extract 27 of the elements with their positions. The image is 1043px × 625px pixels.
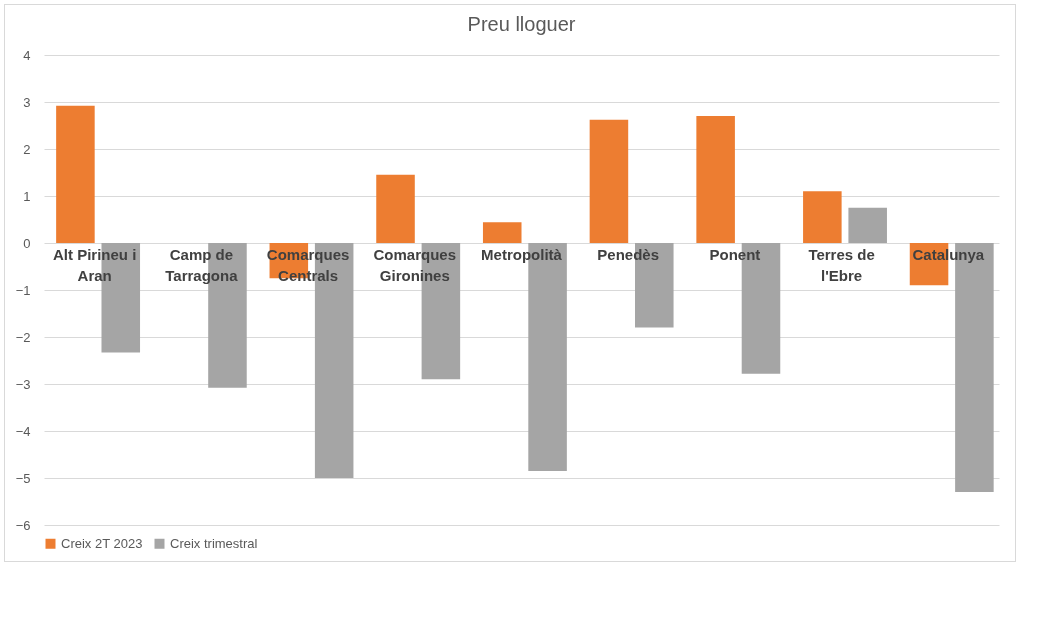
y-tick-label: 1 (23, 188, 31, 204)
x-tick-label: Comarques Gironines (373, 245, 457, 284)
bar (589, 119, 629, 243)
y-tick-label: −5 (15, 470, 31, 486)
y-tick-label: −6 (15, 517, 31, 533)
bar (848, 207, 887, 243)
y-tick-label: 3 (23, 94, 31, 110)
x-tick-label: Metropolità (481, 245, 563, 263)
y-tick-label: −3 (15, 376, 31, 392)
x-tick-label: Penedès (597, 245, 660, 263)
y-tick-label: −1 (15, 282, 31, 298)
x-tick-label: Camp de Tarragona (165, 245, 239, 284)
legend-label: Creix 2T 2023 (61, 535, 143, 551)
y-tick-label: 0 (23, 235, 31, 251)
bar (803, 191, 842, 243)
legend-label: Creix trimestral (170, 535, 258, 551)
x-tick-label: Ponent (709, 245, 761, 263)
chart-title: Preu lloguer (467, 13, 576, 35)
y-tick-label: −2 (15, 329, 31, 345)
y-tick-label: 4 (23, 47, 31, 63)
bar (696, 116, 735, 243)
x-tick-label: Terres de l'Ebre (808, 245, 875, 284)
bar (56, 105, 95, 243)
y-tick-label: 2 (23, 141, 31, 157)
bar (482, 222, 522, 243)
bar (376, 174, 415, 243)
y-tick-label: −4 (15, 423, 31, 439)
